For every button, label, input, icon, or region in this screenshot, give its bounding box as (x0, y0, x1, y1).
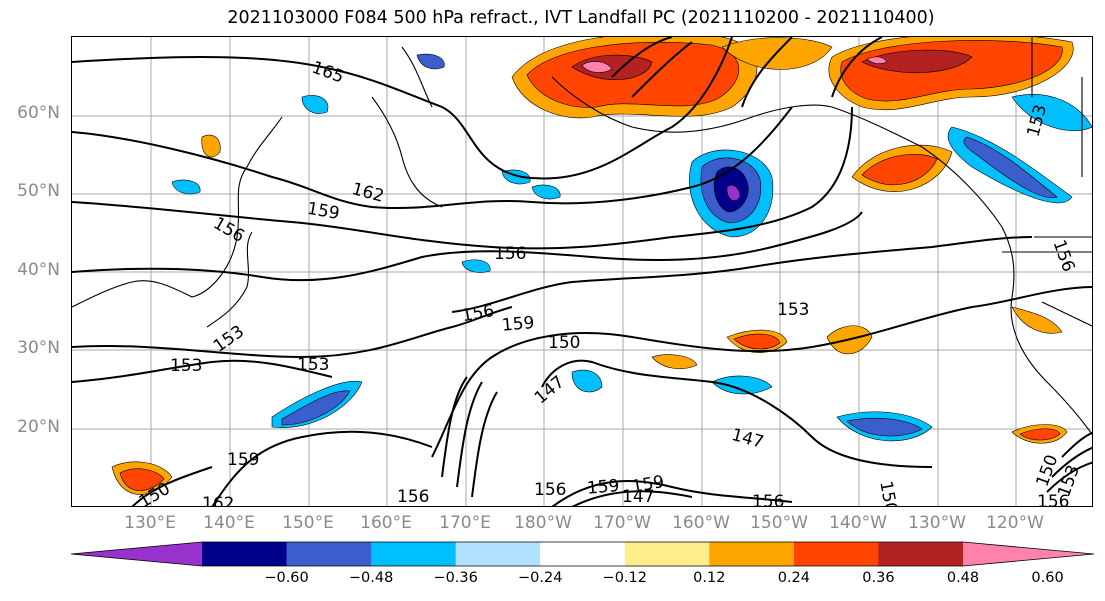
contour-label: 150 (548, 333, 580, 353)
lat-label: 30°N (17, 338, 60, 358)
colorbar-tick-label: −0.36 (433, 570, 478, 586)
contour-label: 159 (306, 199, 341, 224)
lon-label: 160°W (672, 513, 730, 533)
colorbar-tick-label: 0.24 (777, 570, 811, 586)
contour-label: 165 (309, 58, 346, 88)
contour-label: 156 (752, 492, 784, 507)
lat-label: 60°N (17, 103, 60, 123)
contour-label: 156 (210, 213, 248, 247)
colorbar-segment (709, 542, 795, 566)
ivt-shading (111, 37, 1092, 495)
lat-label: 20°N (17, 417, 60, 437)
height-contours (72, 37, 1092, 506)
colorbar-extend-low (71, 542, 202, 566)
lon-label: 160°E (360, 513, 412, 533)
colorbar (70, 541, 1095, 567)
lon-label: 150°W (750, 513, 808, 533)
colorbar-segment (371, 542, 457, 566)
contour-label: 159 (501, 313, 535, 336)
lon-label: 140°W (829, 513, 887, 533)
map-canvas: 165 162 159 156 153 150 147 159 156 153 … (72, 37, 1092, 507)
contour-label: 147 (531, 372, 569, 408)
colorbar-segment (202, 542, 288, 566)
contour-label: 156 (397, 487, 429, 507)
contour-label: 156 (534, 480, 566, 500)
contour-label: 153 (170, 356, 202, 376)
colorbar-tick-label: 0.12 (693, 570, 726, 586)
colorbar-tick-label: −0.60 (264, 570, 309, 586)
colorbar-segment (286, 542, 372, 566)
lon-label: 130°E (124, 513, 176, 533)
coastlines (72, 37, 1092, 436)
contour-label: 153 (777, 300, 809, 320)
contour-label: 150 (875, 480, 900, 507)
colorbar-tick-label: −0.24 (518, 570, 563, 586)
colorbar-tick-label: −0.48 (348, 570, 394, 586)
lon-label: 120°W (986, 513, 1044, 533)
colorbar-tick-label: 0.60 (1031, 570, 1064, 586)
contour-labels: 165 162 159 156 153 150 147 159 156 153 … (136, 58, 1084, 507)
lon-label: 130°W (908, 513, 966, 533)
colorbar-tick-label: −0.12 (602, 570, 647, 586)
lat-label: 40°N (17, 260, 60, 280)
colorbar-segment (793, 542, 879, 566)
colorbar-segment (878, 542, 964, 566)
map-title: 2021103000 F084 500 hPa refract., IVT La… (227, 8, 935, 28)
contour-label: 156 (494, 244, 526, 264)
colorbar-extend-high (963, 542, 1094, 566)
contour-label: 147 (622, 487, 654, 507)
colorbar-segment (455, 542, 541, 566)
contour-label: 159 (586, 476, 620, 499)
lat-label: 50°N (17, 181, 60, 201)
contour-label: 156 (460, 301, 495, 326)
lon-label: 170°W (593, 513, 651, 533)
contour-label: 153 (297, 355, 329, 375)
lon-label: 170°E (439, 513, 491, 533)
lon-label: 180°W (514, 513, 572, 533)
map-panel: 165 162 159 156 153 150 147 159 156 153 … (71, 36, 1093, 507)
contour-label: 159 (227, 450, 259, 470)
contour-label: 162 (202, 494, 234, 507)
colorbar-tick-label: 0.36 (862, 570, 895, 586)
contour-label: 156 (1048, 237, 1078, 274)
contour-label: 156 (1037, 492, 1069, 507)
contour-label: 159 (630, 472, 665, 497)
colorbar-tick-label: 0.48 (946, 570, 980, 586)
colorbar-segment (540, 542, 626, 566)
colorbar-segment (624, 542, 710, 566)
contour-label: 162 (350, 179, 387, 207)
lon-label: 150°E (282, 513, 334, 533)
lon-label: 140°E (203, 513, 255, 533)
